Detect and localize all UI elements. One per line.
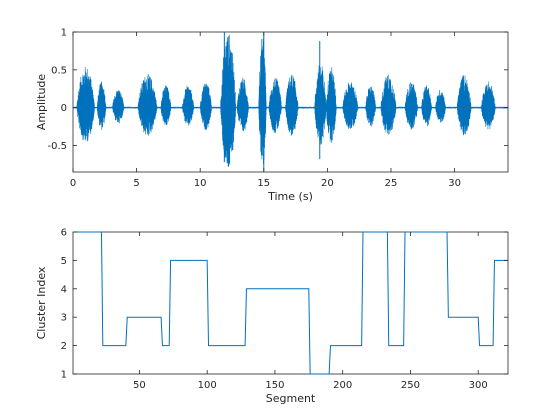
cluster-ytick-label: 4	[61, 284, 67, 295]
cluster-ytick-label: 3	[61, 313, 67, 324]
cluster-xtick-label: 250	[401, 380, 420, 391]
cluster-series-line	[73, 231, 508, 375]
cluster-ylabel: Cluster Index	[35, 266, 48, 339]
waveform-ytick-label: 0	[61, 103, 67, 114]
cluster-ytick-label: 5	[61, 256, 67, 267]
cluster-xtick-label: 150	[265, 380, 284, 391]
waveform-xtick-label: 15	[257, 178, 270, 189]
cluster-plot-area	[72, 231, 509, 375]
waveform-xtick-label: 10	[194, 178, 207, 189]
waveform-axes: 0 5 10 15 20 25 30 -0.5 0 0.5 1 Time (s) Amplitude	[35, 28, 509, 203]
waveform-ytick-label: 0.5	[51, 65, 67, 76]
cluster-xlabel: Segment	[266, 392, 316, 405]
cluster-data-layer	[73, 231, 508, 375]
waveform-data-layer	[72, 32, 509, 172]
waveform-ytick-label: 1	[61, 28, 67, 39]
waveform-xtick-label: 30	[448, 178, 461, 189]
waveform-ylabel: Amplitude	[35, 74, 48, 131]
cluster-ytick-label: 2	[61, 341, 67, 352]
cluster-axes: 50 100 150 200 250 300 1 2 3 4 5 6 Segment Cluster In…	[35, 228, 509, 405]
cluster-ytick-label: 6	[61, 228, 67, 239]
cluster-ytick-label: 1	[61, 370, 67, 381]
cluster-xtick-label: 50	[133, 380, 146, 391]
waveform-xtick-label: 5	[133, 178, 139, 189]
waveform-xlabel: Time (s)	[267, 190, 313, 203]
waveform-xtick-label: 25	[385, 178, 398, 189]
cluster-xtick-label: 100	[198, 380, 217, 391]
waveform-xtick-label: 20	[321, 178, 334, 189]
waveform-xtick-label: 0	[70, 178, 76, 189]
waveform-ytick-label: -0.5	[47, 141, 67, 152]
waveform-series-line	[72, 34, 509, 167]
cluster-xtick-label: 300	[469, 380, 488, 391]
cluster-xtick-label: 200	[333, 380, 352, 391]
